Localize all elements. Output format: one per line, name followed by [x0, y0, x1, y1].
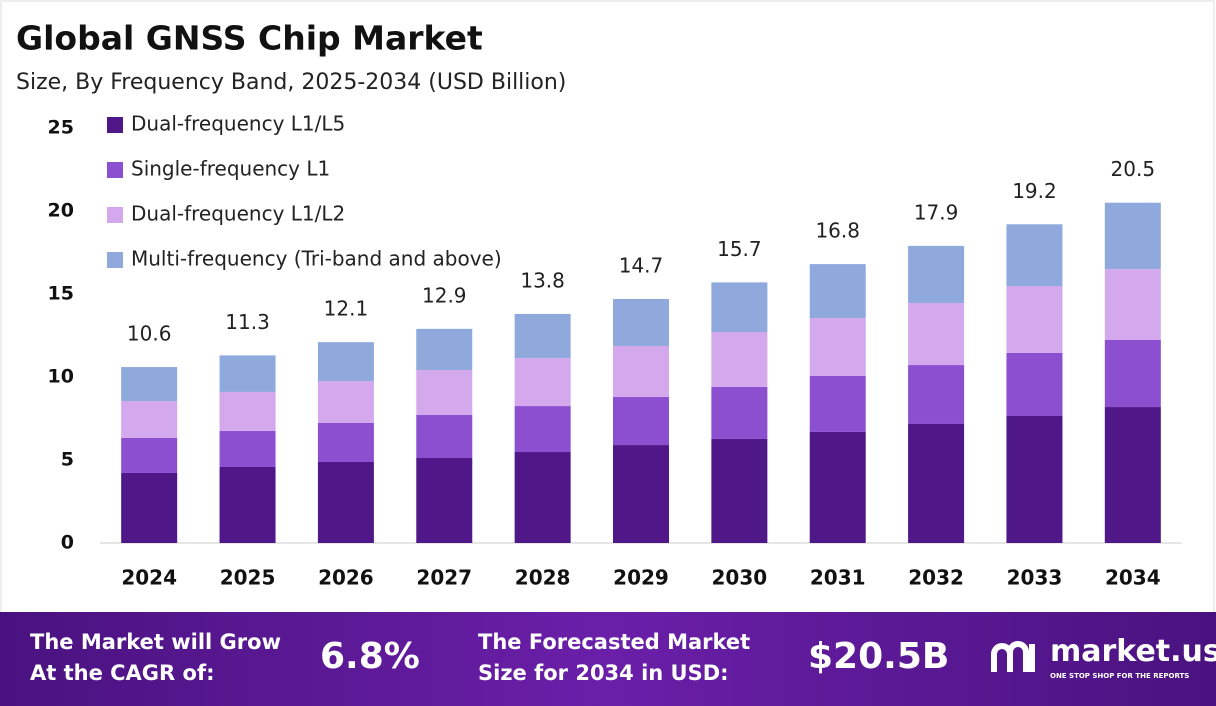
bar-segment: [416, 370, 473, 416]
bar-segment: [711, 282, 768, 333]
x-tick-label: 2033: [1007, 566, 1063, 590]
bar-segment: [514, 406, 571, 453]
legend-swatch: [107, 207, 123, 223]
bar-segment: [1006, 224, 1063, 287]
total-label: 14.7: [619, 253, 664, 277]
total-label: 19.2: [1012, 179, 1057, 203]
chart: Global GNSS Chip Market Size, By Frequen…: [0, 0, 1215, 612]
bar-segment: [219, 391, 276, 431]
bar-segment: [1104, 407, 1161, 543]
bar-segment: [121, 472, 178, 543]
line: At the CAGR of:: [30, 661, 215, 685]
bar-segment: [711, 386, 768, 439]
x-tick-label: 2028: [515, 566, 571, 590]
cagr-value: 6.8%: [320, 636, 420, 677]
bar-segment: [317, 461, 374, 543]
y-tick-label: 25: [48, 117, 74, 139]
bar-segment: [908, 302, 965, 366]
bar-segment: [1104, 339, 1161, 408]
x-tick-label: 2025: [220, 566, 276, 590]
bar-segment: [908, 423, 965, 543]
y-tick-label: 10: [48, 366, 74, 388]
bar-segment: [1006, 286, 1063, 353]
bar-segment: [416, 458, 473, 543]
y-tick-label: 20: [48, 200, 74, 222]
y-tick-label: 0: [61, 532, 74, 554]
bar-segment: [121, 401, 178, 438]
bar-segment: [121, 367, 178, 402]
x-tick-label: 2031: [810, 566, 866, 590]
x-tick-label: 2029: [613, 566, 669, 590]
x-tick-label: 2034: [1105, 566, 1161, 590]
x-tick-label: 2030: [712, 566, 768, 590]
bar-segment: [908, 365, 965, 424]
total-label: 11.3: [225, 310, 270, 334]
total-label: 12.1: [324, 297, 369, 321]
bar-segment: [809, 318, 866, 377]
bar-segment: [809, 376, 866, 432]
total-label: 12.9: [422, 283, 467, 307]
bar-segment: [711, 332, 768, 387]
bar-segment: [1104, 202, 1161, 270]
legend-swatch: [107, 117, 123, 133]
chart-subtitle: Size, By Frequency Band, 2025-2034 (USD …: [16, 70, 566, 95]
bar-segment: [121, 437, 178, 473]
legend-label: Dual-frequency L1/L5: [131, 112, 345, 136]
bar-segment: [317, 342, 374, 381]
tagline: ONE STOP SHOP FOR THE REPORTS: [1050, 672, 1190, 680]
line: Size for 2034 in USD:: [478, 661, 729, 685]
x-tick-label: 2027: [416, 566, 472, 590]
line: The Forecasted Market: [478, 630, 751, 654]
bar-segment: [1006, 352, 1063, 417]
logo: market.us: [1050, 634, 1216, 669]
bar-segment: [514, 452, 571, 543]
total-label: 20.5: [1111, 157, 1156, 181]
bar-segment: [514, 358, 571, 407]
total-label: 13.8: [520, 268, 565, 292]
y-tick-label: 5: [61, 449, 74, 471]
x-tick-label: 2026: [318, 566, 374, 590]
frame: [0, 0, 1215, 612]
bar-segment: [613, 396, 669, 446]
chart-title: Global GNSS Chip Market: [16, 19, 483, 58]
total-label: 17.9: [914, 200, 959, 224]
bar-segment: [711, 438, 768, 543]
x-tick-label: 2032: [908, 566, 964, 590]
bar-segment: [219, 355, 276, 392]
x-tick-label: 2024: [121, 566, 177, 590]
bar-segment: [908, 245, 965, 303]
logo-icon: [991, 641, 1035, 672]
total-label: 10.6: [127, 322, 172, 346]
bar-segment: [416, 415, 473, 459]
bar-segment: [613, 445, 669, 543]
legend-label: Single-frequency L1: [131, 157, 330, 181]
size-label: The Forecasted Market Size for 2034 in US…: [478, 627, 750, 689]
legend-swatch: [107, 252, 123, 268]
y-tick-label: 15: [48, 283, 74, 305]
bar-segment: [219, 466, 276, 543]
footer: The Market will Grow At the CAGR of: 6.8%…: [0, 612, 1216, 706]
bar-segment: [317, 422, 374, 462]
bar-segment: [1104, 269, 1161, 340]
line: The Market will Grow: [30, 630, 281, 654]
bar-segment: [613, 298, 669, 346]
legend-swatch: [107, 162, 123, 178]
legend-label: Multi-frequency (Tri-band and above): [131, 247, 502, 271]
total-label: 15.7: [717, 237, 762, 261]
bar-segment: [416, 328, 473, 371]
total-label: 16.8: [815, 219, 860, 243]
bar-segment: [1006, 416, 1063, 543]
bar-segment: [514, 313, 571, 359]
size-value: $20.5B: [808, 636, 950, 677]
bar-segment: [613, 345, 669, 397]
legend-label: Dual-frequency L1/L2: [131, 202, 345, 226]
bar-segment: [219, 430, 276, 467]
bar-segment: [317, 380, 374, 423]
cagr-label: The Market will Grow At the CAGR of:: [30, 627, 281, 689]
bar-segment: [809, 431, 866, 543]
bar-segment: [809, 264, 866, 319]
